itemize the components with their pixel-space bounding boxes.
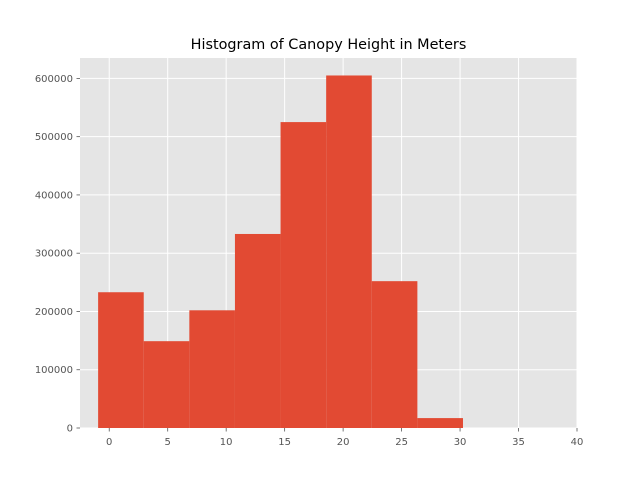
x-tick-label-1: 5 xyxy=(165,437,171,448)
x-tick-label-6: 30 xyxy=(454,437,467,448)
x-tick-label-8: 40 xyxy=(571,437,584,448)
histogram-bars xyxy=(98,75,463,429)
histogram-bar-1 xyxy=(143,341,190,428)
y-tick-label-3: 300000 xyxy=(35,249,73,260)
histogram-bar-3 xyxy=(234,233,281,428)
histogram-bar-5 xyxy=(326,75,372,428)
y-tick-label-4: 400000 xyxy=(35,190,73,201)
histogram-bar-2 xyxy=(189,310,235,428)
x-tick-label-4: 20 xyxy=(337,437,350,448)
y-tick-label-1: 100000 xyxy=(35,365,73,376)
histogram-bar-7 xyxy=(417,418,463,428)
histogram-bar-6 xyxy=(371,281,418,428)
y-tick-label-5: 500000 xyxy=(35,132,73,143)
y-tick-label-6: 600000 xyxy=(35,74,73,85)
x-tick-label-2: 10 xyxy=(220,437,233,448)
x-axis: 0 5 10 15 20 25 30 35 40 xyxy=(106,428,583,448)
chart-title: Histogram of Canopy Height in Meters xyxy=(191,37,467,53)
x-tick-label-0: 0 xyxy=(106,437,112,448)
y-tick-label-2: 200000 xyxy=(35,307,73,318)
histogram-bar-0 xyxy=(98,292,144,428)
x-tick-label-5: 25 xyxy=(395,437,408,448)
y-tick-label-0: 0 xyxy=(67,424,73,435)
y-axis: 0 100000 200000 300000 400000 500000 600000 xyxy=(35,74,80,435)
histogram-bar-4 xyxy=(280,122,327,429)
x-tick-label-7: 35 xyxy=(512,437,525,448)
x-tick-label-3: 15 xyxy=(278,437,291,448)
